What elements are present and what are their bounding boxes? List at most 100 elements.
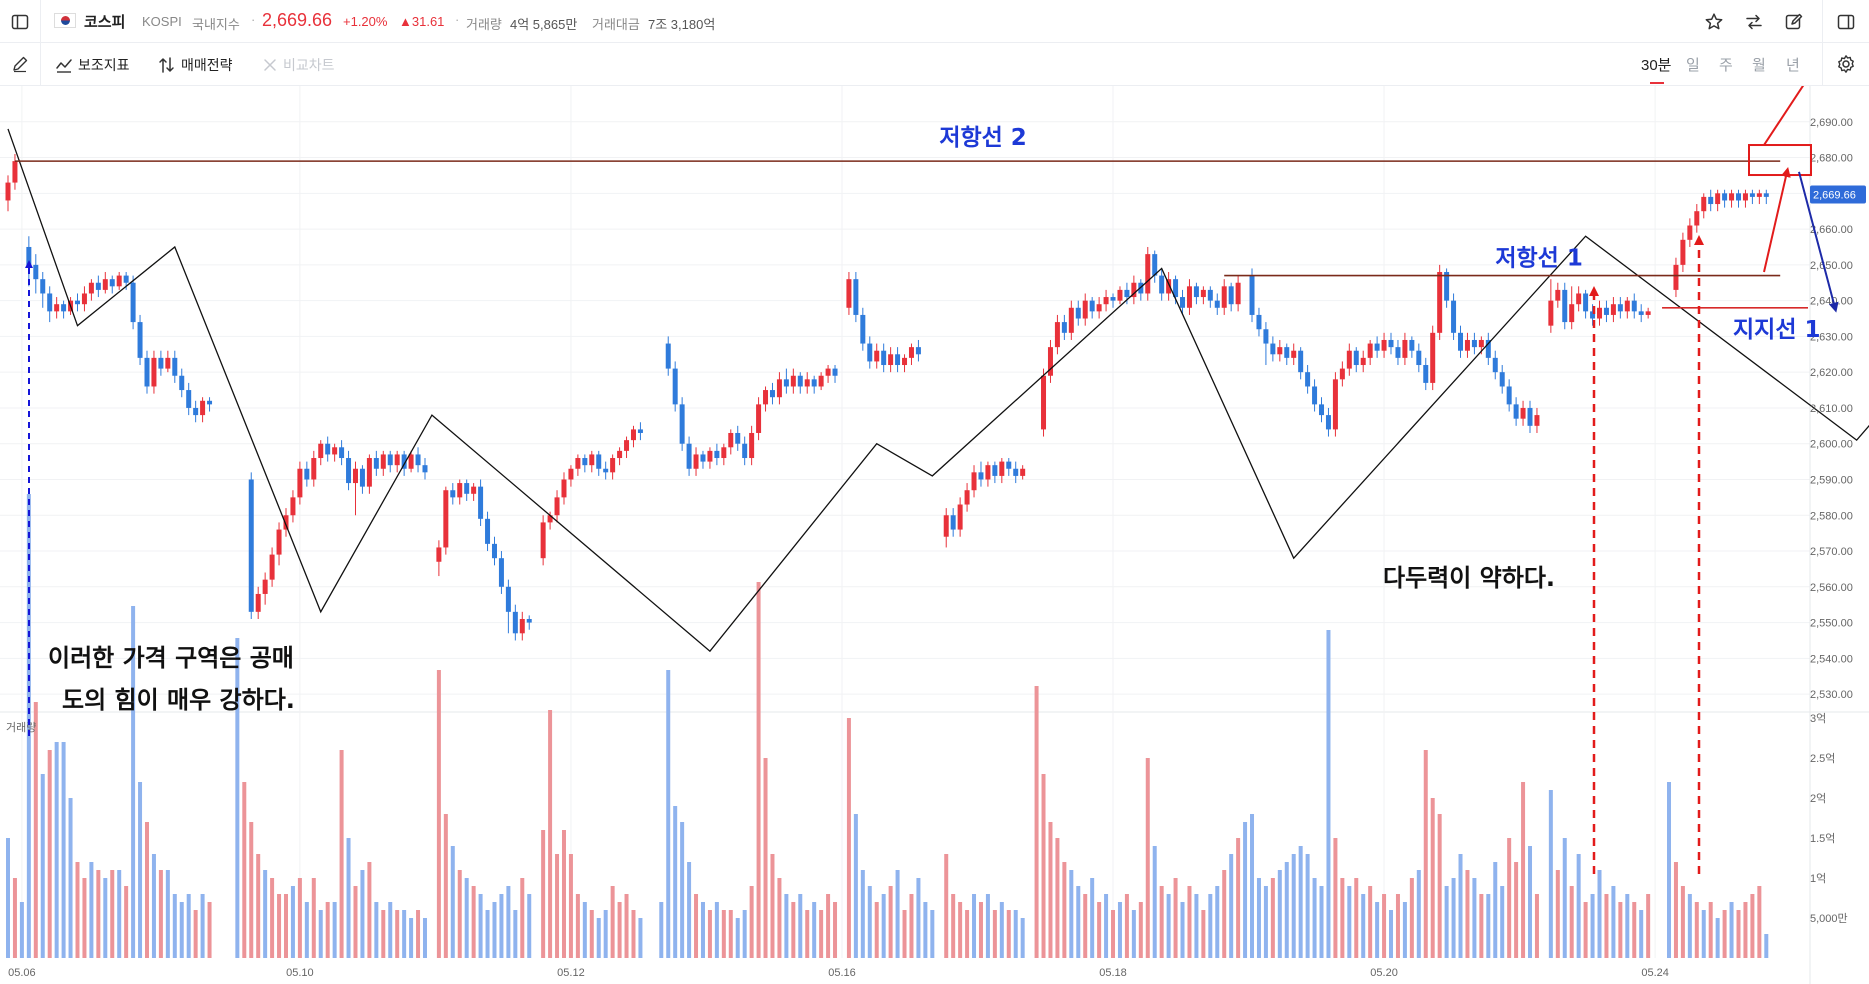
resistance-1-label: 저항선 1 — [1495, 246, 1583, 272]
volume-bar — [1757, 886, 1762, 958]
volume-bar — [1034, 686, 1039, 958]
candle-body — [756, 404, 762, 433]
gear-icon[interactable] — [1832, 50, 1860, 78]
candle-body — [832, 368, 838, 376]
volume-bar — [450, 846, 455, 958]
strategy-button[interactable]: 매매전략 — [158, 43, 233, 86]
candle-body — [81, 293, 87, 305]
arrow-navy-down — [1798, 171, 1839, 313]
candle-body — [1478, 339, 1484, 348]
candle-body — [589, 454, 595, 466]
volume-bar — [1284, 862, 1289, 958]
candle-body — [123, 275, 129, 283]
pencil-icon[interactable] — [6, 50, 34, 78]
toolbar-divider — [40, 43, 41, 86]
period-day[interactable]: 일 — [1686, 43, 1700, 86]
indicators-button[interactable]: 보조지표 — [55, 43, 130, 86]
candle-body — [1103, 297, 1109, 305]
volume-bar — [1409, 878, 1414, 958]
volume-bar — [19, 902, 24, 958]
candle-body — [1353, 350, 1359, 366]
volume-bar — [304, 902, 309, 958]
candle-body — [1374, 343, 1380, 351]
swap-icon[interactable] — [1740, 8, 1768, 36]
candle-body — [485, 518, 491, 544]
edit-icon[interactable] — [1780, 8, 1808, 36]
candle-body — [888, 354, 894, 366]
candle-body — [603, 468, 609, 473]
volume-bar — [1528, 846, 1533, 958]
candle-body — [881, 350, 887, 366]
amount-value: 7조 3,180억 — [648, 17, 716, 32]
candle-body — [505, 586, 511, 612]
volume-bar — [395, 910, 400, 958]
volume-bar — [1402, 902, 1407, 958]
candle-body — [825, 368, 831, 376]
period-year[interactable]: 년 — [1786, 43, 1800, 86]
volume-bar — [388, 902, 393, 958]
candle-body — [74, 300, 80, 305]
candle-body — [1180, 297, 1186, 308]
toolbar-divider — [1822, 43, 1823, 86]
candle-body — [498, 558, 504, 587]
candle-body — [526, 618, 532, 623]
candle-body — [1207, 289, 1213, 301]
volume-bar — [1437, 814, 1442, 958]
volume-bar — [1673, 862, 1678, 958]
candle-body — [33, 264, 39, 280]
volume-bar — [1646, 894, 1651, 958]
star-icon[interactable] — [1700, 8, 1728, 36]
price-tick-label: 2,560.00 — [1810, 582, 1853, 594]
volume-bar — [1361, 894, 1366, 958]
volume-bar — [1375, 902, 1380, 958]
volume-tick-label: 2.5억 — [1810, 752, 1835, 765]
active-period-underline — [1650, 82, 1664, 84]
volume-bar — [1312, 878, 1317, 958]
volume-bar — [138, 782, 143, 958]
period-week[interactable]: 주 — [1719, 43, 1733, 86]
volume-bar — [1236, 838, 1241, 958]
arrow-breakout-up — [1763, 86, 1805, 146]
volume-bar — [638, 918, 643, 958]
compare-button[interactable]: 비교차트 — [262, 43, 335, 86]
volume-bar — [485, 910, 490, 958]
candle-body — [1041, 375, 1047, 430]
volume-value: 4억 5,865만 — [510, 17, 578, 32]
period-30min[interactable]: 30분 — [1641, 43, 1672, 86]
candle-body — [311, 458, 317, 480]
candle-body — [5, 182, 11, 201]
volume-bar — [1569, 886, 1574, 958]
volume-tick-label: 5,000만 — [1810, 912, 1848, 925]
volume-bar — [360, 870, 365, 958]
volume-bar — [548, 710, 553, 958]
volume-bar — [1479, 894, 1484, 958]
candle-body — [1367, 343, 1373, 358]
candle-body — [366, 458, 372, 487]
candle-body — [1485, 339, 1491, 358]
candle-body — [804, 379, 810, 387]
volume-bar — [499, 894, 504, 958]
volume-bar — [82, 878, 87, 958]
candle-body — [297, 468, 303, 498]
volume-bar — [617, 902, 622, 958]
price-tick-label: 2,690.00 — [1810, 117, 1853, 129]
volume-bar — [527, 894, 532, 958]
candle-body — [769, 390, 775, 398]
volume-bar — [110, 870, 115, 958]
candle-body — [776, 379, 782, 398]
candle-body — [554, 497, 560, 516]
volume-bar — [1667, 782, 1672, 958]
candle-body — [763, 390, 769, 405]
volume-bar — [1611, 886, 1616, 958]
panel-toggle-icon[interactable] — [1832, 8, 1860, 36]
volume-bar — [186, 894, 191, 958]
candle-body — [165, 357, 171, 369]
volume-bar — [144, 822, 149, 958]
candle-body — [992, 465, 998, 476]
period-month[interactable]: 월 — [1752, 43, 1766, 86]
candlestick-chart[interactable]: 2,690.002,680.002,670.002,660.002,650.00… — [0, 86, 1869, 984]
volume-bar — [978, 902, 983, 958]
candle-body — [255, 593, 261, 612]
sidebar-toggle-icon[interactable] — [6, 8, 34, 36]
